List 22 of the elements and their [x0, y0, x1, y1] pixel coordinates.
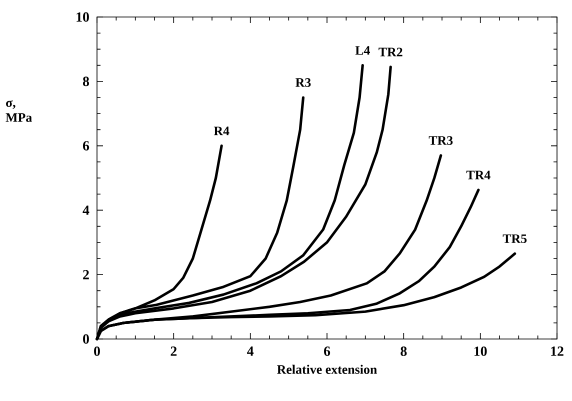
x-tick-label: 10 [474, 346, 487, 356]
x-tick-label: 2 [170, 346, 177, 356]
x-tick-label: 6 [324, 346, 330, 356]
y-tick-label: 10 [76, 12, 89, 22]
series-label: R3 [296, 78, 311, 87]
x-tick-label: 0 [94, 346, 100, 356]
y-axis-title: σ, MPa [6, 100, 32, 122]
x-tick-label: 8 [400, 346, 407, 356]
legend-label: TR5 [502, 234, 527, 244]
series-label: TR4 [466, 170, 490, 180]
y-tick-label: 8 [82, 76, 90, 86]
y-tick-label: 4 [82, 206, 90, 215]
x-tick-label: 12 [551, 346, 564, 356]
x-tick-label: 4 [247, 346, 254, 356]
x-axis-title: Relative extension [277, 364, 377, 374]
y-tick-label: 6 [82, 141, 90, 150]
y-tick-label: 2 [83, 270, 89, 280]
series-label: R4 [214, 126, 230, 136]
y-tick-label: 0 [83, 334, 89, 344]
series-label: TR3 [428, 136, 453, 145]
series-label: TR2 [378, 48, 402, 56]
series-label: L4 [355, 46, 370, 55]
